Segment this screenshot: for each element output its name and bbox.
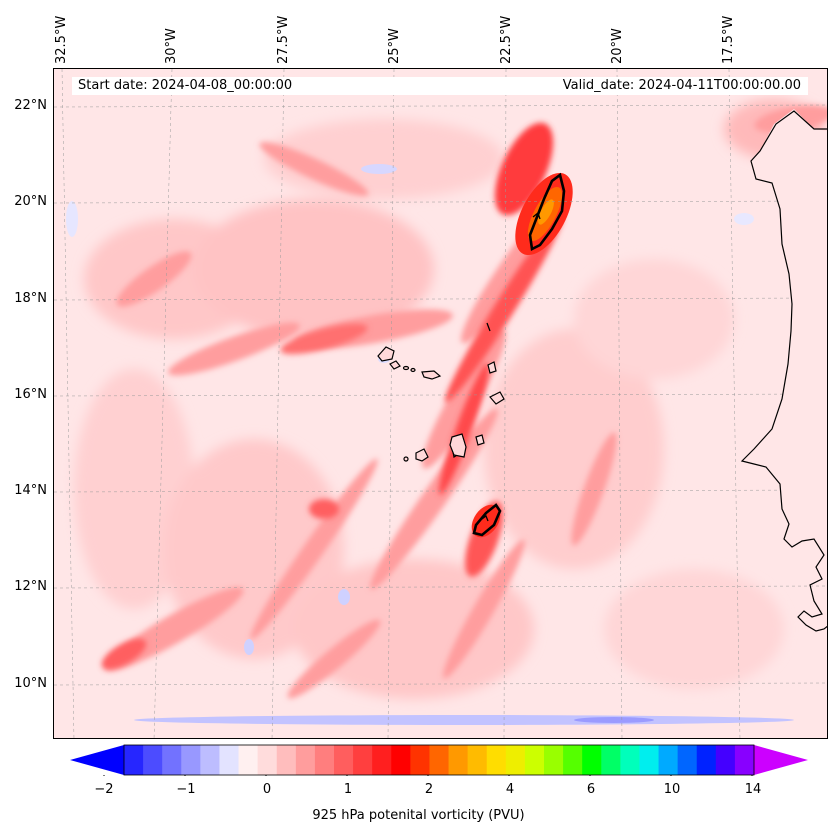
lon-label-20w: 20°W	[610, 28, 625, 64]
lat-label-10n: 10°N	[14, 676, 47, 691]
colorbar-cell	[410, 745, 431, 775]
colorbar-cell	[257, 745, 278, 775]
colorbar-cells	[124, 745, 755, 775]
cape-verde-islands	[377, 346, 505, 462]
colorbar-tick-neg1: −1	[176, 782, 196, 797]
colorbar	[70, 744, 808, 776]
colorbar-tick-6: 6	[586, 782, 596, 797]
lon-label-30w: 30°W	[164, 28, 179, 64]
colorbar-tick-4: 4	[505, 782, 515, 797]
colorbar-cell	[505, 745, 526, 775]
colorbar-outline	[123, 744, 755, 776]
pv-field-map	[54, 69, 827, 738]
colorbar-extend-low	[70, 745, 124, 775]
colorbar-cell	[353, 745, 373, 775]
lon-label-25w: 25°W	[387, 28, 402, 64]
date-banner: Start date: 2024-04-08_00:00:00 Valid_da…	[72, 77, 808, 95]
colorbar-cell	[467, 745, 488, 775]
colorbar-cell	[696, 745, 717, 775]
colorbar-tickmarks	[103, 775, 753, 776]
colorbar-tick-1: 1	[343, 782, 353, 797]
colorbar-cell	[677, 745, 698, 775]
pv-strong-bands	[101, 122, 563, 670]
colorbar-tick-neg2: −2	[94, 782, 114, 797]
pv-contours-thin	[481, 211, 541, 522]
colorbar-tick-14: 14	[744, 782, 762, 797]
colorbar-cell	[181, 745, 201, 775]
colorbar-cell	[639, 745, 660, 775]
africa-coastline	[742, 109, 827, 547]
colorbar-tick-10: 10	[663, 782, 681, 797]
lon-label-17-5w: 17.5°W	[721, 15, 736, 64]
lat-label-20n: 20°N	[14, 194, 47, 209]
colorbar-label: 925 hPa potenital vorticity (PVU)	[312, 808, 525, 823]
colorbar-cell	[391, 745, 411, 775]
lat-label-14n: 14°N	[14, 483, 47, 498]
colorbar-cell	[238, 745, 259, 775]
colorbar-tick-0: 0	[262, 782, 272, 797]
colorbar-cell	[601, 745, 621, 775]
colorbar-cell	[314, 745, 335, 775]
colorbar-cell	[524, 745, 545, 775]
graticule	[54, 69, 827, 738]
colorbar-cell	[544, 745, 564, 775]
colorbar-cell	[715, 745, 736, 775]
lat-label-16n: 16°N	[14, 387, 47, 402]
pv-medium-streaks	[104, 105, 827, 699]
colorbar-cell	[582, 745, 602, 775]
colorbar-extend-high	[754, 745, 808, 775]
map-panel	[53, 68, 828, 739]
lat-label-22n: 22°N	[14, 98, 47, 113]
colorbar-cell	[486, 745, 507, 775]
colorbar-cell	[372, 745, 392, 775]
lon-label-22-5w: 22.5°W	[499, 15, 514, 64]
colorbar-cell	[620, 745, 641, 775]
colorbar-cell	[124, 745, 144, 775]
pv-negative-areas	[66, 164, 794, 725]
lon-label-32-5w: 32.5°W	[54, 15, 69, 64]
colorbar-cell	[734, 745, 755, 775]
colorbar-cell	[143, 745, 163, 775]
colorbar-cell	[334, 745, 354, 775]
pv-contours	[472, 172, 566, 537]
colorbar-tick-2: 2	[424, 782, 434, 797]
colorbar-cell	[219, 745, 240, 775]
colorbar-cell	[200, 745, 221, 775]
valid-date-text: Valid_date: 2024-04-11T00:00:00.00	[562, 78, 801, 93]
colorbar-cell	[658, 745, 679, 775]
lat-label-12n: 12°N	[14, 579, 47, 594]
colorbar-cell	[276, 745, 297, 775]
africa-coastline-line	[740, 110, 827, 632]
start-date-text: Start date: 2024-04-08_00:00:00	[78, 78, 293, 93]
lon-label-27-5w: 27.5°W	[276, 15, 291, 64]
pv-max-core-south	[471, 504, 501, 538]
lat-label-18n: 18°N	[14, 291, 47, 306]
colorbar-cell	[429, 745, 450, 775]
colorbar-cell	[563, 745, 583, 775]
colorbar-cell	[295, 745, 316, 775]
colorbar-cell	[162, 745, 182, 775]
colorbar-cell	[448, 745, 469, 775]
